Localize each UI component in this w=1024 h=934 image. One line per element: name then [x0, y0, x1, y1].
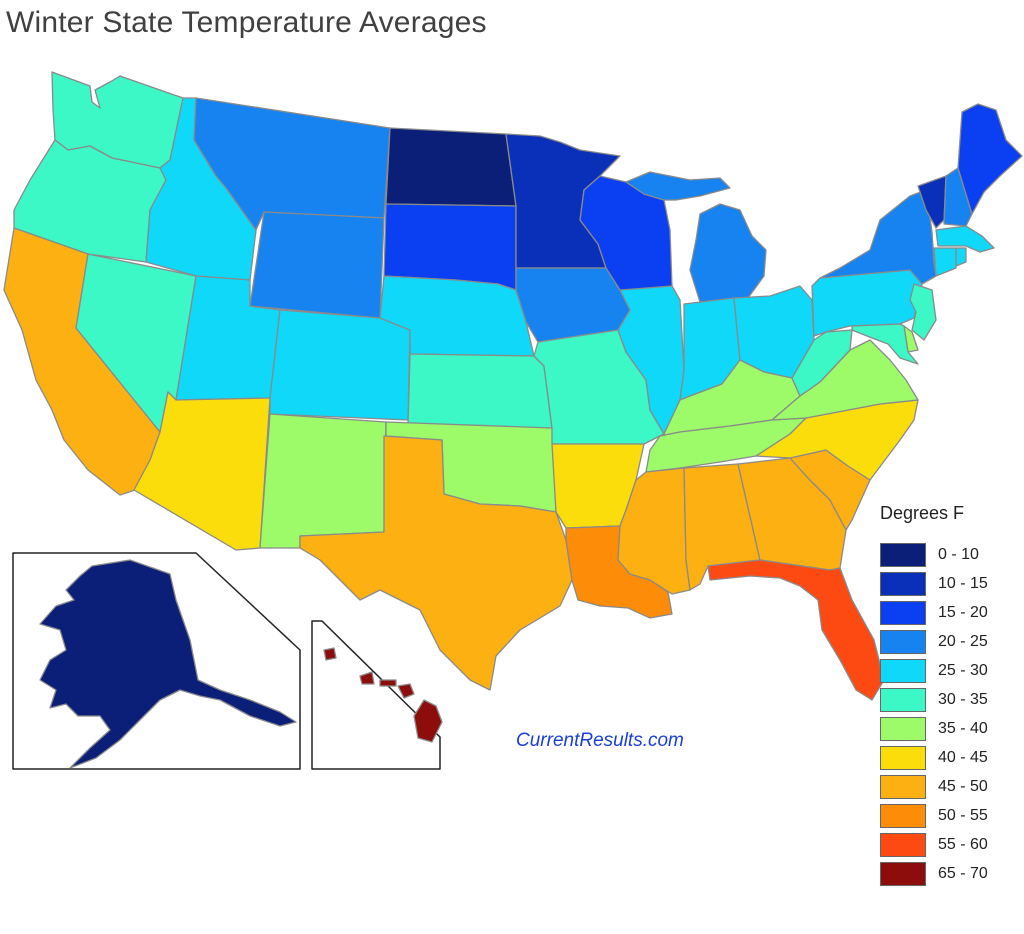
legend-label: 65 - 70 — [938, 864, 988, 882]
state-maine — [957, 103, 1023, 215]
legend-row: 55 - 60 — [880, 830, 988, 859]
legend-label: 25 - 30 — [938, 661, 988, 679]
map-title: Winter State Temperature Averages — [6, 6, 487, 39]
state-nebraska — [379, 275, 535, 357]
legend-rows: 0 - 10 10 - 15 15 - 20 20 - 25 25 - 30 3… — [880, 540, 988, 888]
state-texas — [299, 435, 573, 691]
state-new-hampshire — [943, 167, 973, 227]
legend-swatch — [880, 716, 926, 741]
legend-row: 40 - 45 — [880, 743, 988, 772]
legend-label: 10 - 15 — [938, 574, 988, 592]
legend-row: 65 - 70 — [880, 859, 988, 888]
legend-label: 30 - 35 — [938, 690, 988, 708]
legend-row: 25 - 30 — [880, 656, 988, 685]
state-hawaii-molokai — [379, 679, 397, 687]
legend-swatch — [880, 687, 926, 712]
legend-swatch — [880, 600, 926, 625]
state-florida — [707, 559, 885, 701]
legend-label: 45 - 50 — [938, 777, 988, 795]
legend-row: 0 - 10 — [880, 540, 988, 569]
legend-swatch — [880, 745, 926, 770]
legend: Degrees F 0 - 10 10 - 15 15 - 20 20 - 25… — [880, 503, 988, 888]
legend-swatch — [880, 832, 926, 857]
state-michigan-upper — [625, 171, 731, 201]
state-illinois — [617, 285, 685, 435]
state-new-york — [819, 189, 937, 285]
state-colorado — [269, 309, 411, 421]
legend-swatch — [880, 803, 926, 828]
legend-row: 15 - 20 — [880, 598, 988, 627]
state-hawaii-oahu — [359, 671, 375, 685]
state-massachusetts — [935, 225, 995, 253]
state-hawaii-maui — [397, 683, 415, 699]
state-alaska — [39, 559, 297, 769]
legend-row: 10 - 15 — [880, 569, 988, 598]
state-rhode-island — [955, 247, 967, 267]
state-michigan-lower — [689, 203, 767, 303]
legend-label: 0 - 10 — [938, 545, 979, 563]
legend-swatch — [880, 861, 926, 886]
state-new-jersey — [909, 283, 937, 341]
state-connecticut — [933, 247, 957, 277]
legend-title: Degrees F — [880, 503, 965, 523]
legend-swatch — [880, 658, 926, 683]
legend-label: 15 - 20 — [938, 603, 988, 621]
legend-label: 40 - 45 — [938, 748, 988, 766]
legend-swatch — [880, 774, 926, 799]
legend-label: 20 - 25 — [938, 632, 988, 650]
state-hawaii-big-island — [413, 699, 443, 743]
state-wyoming — [249, 211, 385, 319]
legend-row: 20 - 25 — [880, 627, 988, 656]
state-maryland — [851, 323, 919, 365]
legend-row: 30 - 35 — [880, 685, 988, 714]
watermark-link[interactable]: CurrentResults.com — [516, 730, 684, 751]
legend-row: 50 - 55 — [880, 801, 988, 830]
legend-swatch — [880, 629, 926, 654]
legend-swatch — [880, 571, 926, 596]
state-north-dakota — [385, 127, 517, 207]
state-kansas — [407, 353, 553, 429]
legend-label: 55 - 60 — [938, 835, 988, 853]
state-vermont — [917, 175, 947, 229]
legend-label: 35 - 40 — [938, 719, 988, 737]
state-hawaii-kauai — [323, 647, 337, 661]
legend-label: 50 - 55 — [938, 806, 988, 824]
hawaii-inset-frame — [311, 620, 441, 770]
state-arizona — [133, 391, 271, 551]
state-west-virginia — [791, 329, 853, 397]
legend-row: 45 - 50 — [880, 772, 988, 801]
legend-swatch — [880, 542, 926, 567]
state-new-mexico — [259, 413, 387, 549]
legend-row: 35 - 40 — [880, 714, 988, 743]
